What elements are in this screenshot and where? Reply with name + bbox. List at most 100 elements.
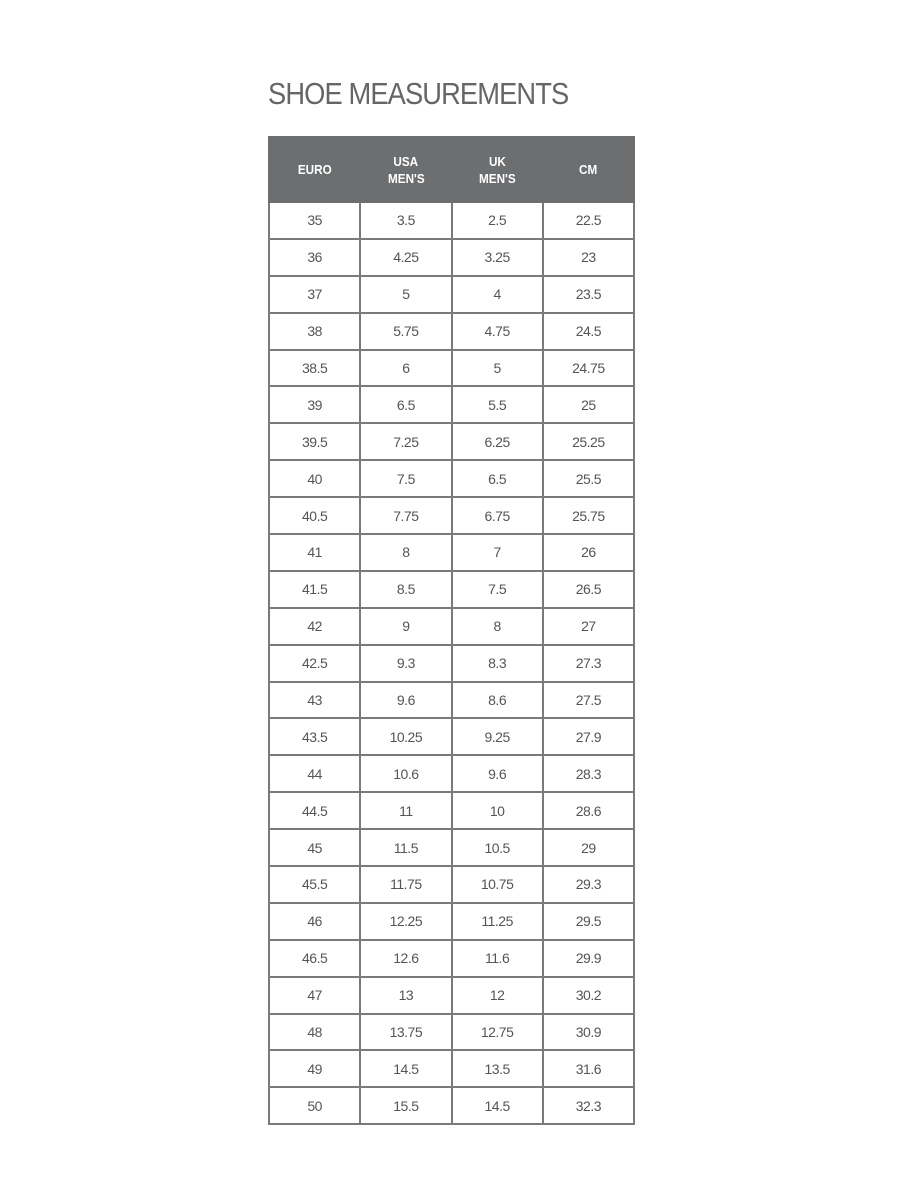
cell-euro: 37 bbox=[267, 274, 362, 314]
table-row: 46 12.25 11.25 29.5 bbox=[267, 901, 636, 941]
table-row: 40 7.5 6.5 25.5 bbox=[267, 459, 636, 499]
cell-euro: 40.5 bbox=[267, 496, 362, 536]
header-label: USA bbox=[393, 153, 419, 169]
cell-euro: 48 bbox=[267, 1012, 362, 1052]
cell-cm: 26.5 bbox=[541, 569, 636, 609]
cell-uk-mens: 6.25 bbox=[450, 422, 544, 462]
cell-usa-mens: 7.75 bbox=[359, 496, 453, 536]
cell-cm: 30.9 bbox=[541, 1012, 636, 1052]
table-row: 38 5.75 4.75 24.5 bbox=[267, 311, 636, 351]
table-row: 37 5 4 23.5 bbox=[267, 274, 636, 314]
cell-usa-mens: 5 bbox=[359, 274, 453, 314]
cell-usa-mens: 11.5 bbox=[359, 828, 453, 868]
size-chart-table: EURO USA MEN'S UK MEN'S CM 35 3.5 2.5 22.5 36 4… bbox=[267, 136, 636, 1126]
cell-uk-mens: 10.75 bbox=[450, 865, 544, 904]
cell-uk-mens: 11.25 bbox=[450, 901, 544, 941]
cell-uk-mens: 2.5 bbox=[450, 201, 544, 240]
cell-cm: 32.3 bbox=[541, 1086, 636, 1126]
table-row: 41.5 8.5 7.5 26.5 bbox=[267, 569, 636, 609]
table-row: 48 13.75 12.75 30.9 bbox=[267, 1012, 636, 1052]
cell-cm: 30.2 bbox=[541, 975, 636, 1015]
cell-uk-mens: 14.5 bbox=[450, 1086, 544, 1126]
cell-uk-mens: 6.5 bbox=[450, 459, 544, 499]
cell-uk-mens: 8.3 bbox=[450, 643, 544, 683]
cell-euro: 38.5 bbox=[267, 348, 362, 388]
cell-euro: 44.5 bbox=[267, 791, 362, 831]
cell-usa-mens: 6.5 bbox=[359, 385, 453, 425]
cell-uk-mens: 7.5 bbox=[450, 569, 544, 609]
table-row: 35 3.5 2.5 22.5 bbox=[267, 201, 636, 240]
cell-cm: 25.25 bbox=[541, 422, 636, 462]
cell-cm: 31.6 bbox=[541, 1049, 636, 1089]
cell-euro: 39 bbox=[267, 385, 362, 425]
cell-euro: 41.5 bbox=[267, 569, 362, 609]
cell-cm: 23 bbox=[541, 237, 636, 277]
cell-euro: 44 bbox=[267, 754, 362, 794]
cell-uk-mens: 9.6 bbox=[450, 754, 544, 794]
header-usa-mens: USA MEN'S bbox=[359, 136, 453, 203]
header-label: MEN'S bbox=[387, 170, 425, 186]
cell-uk-mens: 5.5 bbox=[450, 385, 544, 425]
header-cm: CM bbox=[541, 136, 636, 203]
table-row: 43.5 10.25 9.25 27.9 bbox=[267, 717, 636, 757]
cell-uk-mens: 11.6 bbox=[450, 938, 544, 978]
cell-cm: 29.9 bbox=[541, 938, 636, 978]
table-row: 43 9.6 8.6 27.5 bbox=[267, 680, 636, 720]
cell-euro: 36 bbox=[267, 237, 362, 277]
table-row: 47 13 12 30.2 bbox=[267, 975, 636, 1015]
cell-usa-mens: 14.5 bbox=[359, 1049, 453, 1089]
cell-uk-mens: 4 bbox=[450, 274, 544, 314]
cell-usa-mens: 11.75 bbox=[359, 865, 453, 904]
header-uk-mens: UK MEN'S bbox=[450, 136, 544, 203]
cell-cm: 27.5 bbox=[541, 680, 636, 720]
cell-usa-mens: 8.5 bbox=[359, 569, 453, 609]
cell-cm: 25.75 bbox=[541, 496, 636, 536]
cell-usa-mens: 12.6 bbox=[359, 938, 453, 978]
cell-euro: 46 bbox=[267, 901, 362, 941]
cell-euro: 47 bbox=[267, 975, 362, 1015]
header-label: UK bbox=[488, 153, 506, 169]
cell-uk-mens: 13.5 bbox=[450, 1049, 544, 1089]
cell-uk-mens: 10.5 bbox=[450, 828, 544, 868]
table-row: 49 14.5 13.5 31.6 bbox=[267, 1049, 636, 1089]
cell-cm: 24.75 bbox=[541, 348, 636, 388]
cell-uk-mens: 12 bbox=[450, 975, 544, 1015]
table-row: 45 11.5 10.5 29 bbox=[267, 828, 636, 868]
cell-euro: 35 bbox=[267, 201, 362, 240]
cell-cm: 27.3 bbox=[541, 643, 636, 683]
cell-cm: 28.6 bbox=[541, 791, 636, 831]
cell-usa-mens: 9.3 bbox=[359, 643, 453, 683]
cell-usa-mens: 13 bbox=[359, 975, 453, 1015]
cell-cm: 26 bbox=[541, 533, 636, 572]
cell-euro: 42.5 bbox=[267, 643, 362, 683]
cell-usa-mens: 9.6 bbox=[359, 680, 453, 720]
cell-usa-mens: 8 bbox=[359, 533, 453, 572]
table-row: 44.5 11 10 28.6 bbox=[267, 791, 636, 831]
table-row: 46.5 12.6 11.6 29.9 bbox=[267, 938, 636, 978]
cell-usa-mens: 7.5 bbox=[359, 459, 453, 499]
cell-cm: 24.5 bbox=[541, 311, 636, 351]
cell-euro: 43 bbox=[267, 680, 362, 720]
cell-euro: 45.5 bbox=[267, 865, 362, 904]
cell-usa-mens: 3.5 bbox=[359, 201, 453, 240]
table-row: 39 6.5 5.5 25 bbox=[267, 385, 636, 425]
cell-uk-mens: 5 bbox=[450, 348, 544, 388]
cell-euro: 43.5 bbox=[267, 717, 362, 757]
cell-uk-mens: 4.75 bbox=[450, 311, 544, 351]
table-row: 42.5 9.3 8.3 27.3 bbox=[267, 643, 636, 683]
cell-cm: 25.5 bbox=[541, 459, 636, 499]
cell-usa-mens: 15.5 bbox=[359, 1086, 453, 1126]
cell-uk-mens: 12.75 bbox=[450, 1012, 544, 1052]
cell-euro: 46.5 bbox=[267, 938, 362, 978]
cell-uk-mens: 8 bbox=[450, 606, 544, 646]
cell-uk-mens: 3.25 bbox=[450, 237, 544, 277]
header-label: MEN'S bbox=[478, 170, 516, 186]
table-row: 50 15.5 14.5 32.3 bbox=[267, 1086, 636, 1126]
cell-usa-mens: 10.25 bbox=[359, 717, 453, 757]
table-row: 45.5 11.75 10.75 29.3 bbox=[267, 865, 636, 904]
table-row: 38.5 6 5 24.75 bbox=[267, 348, 636, 388]
header-label: EURO bbox=[297, 162, 332, 177]
table-row: 40.5 7.75 6.75 25.75 bbox=[267, 496, 636, 536]
cell-cm: 25 bbox=[541, 385, 636, 425]
cell-euro: 42 bbox=[267, 606, 362, 646]
